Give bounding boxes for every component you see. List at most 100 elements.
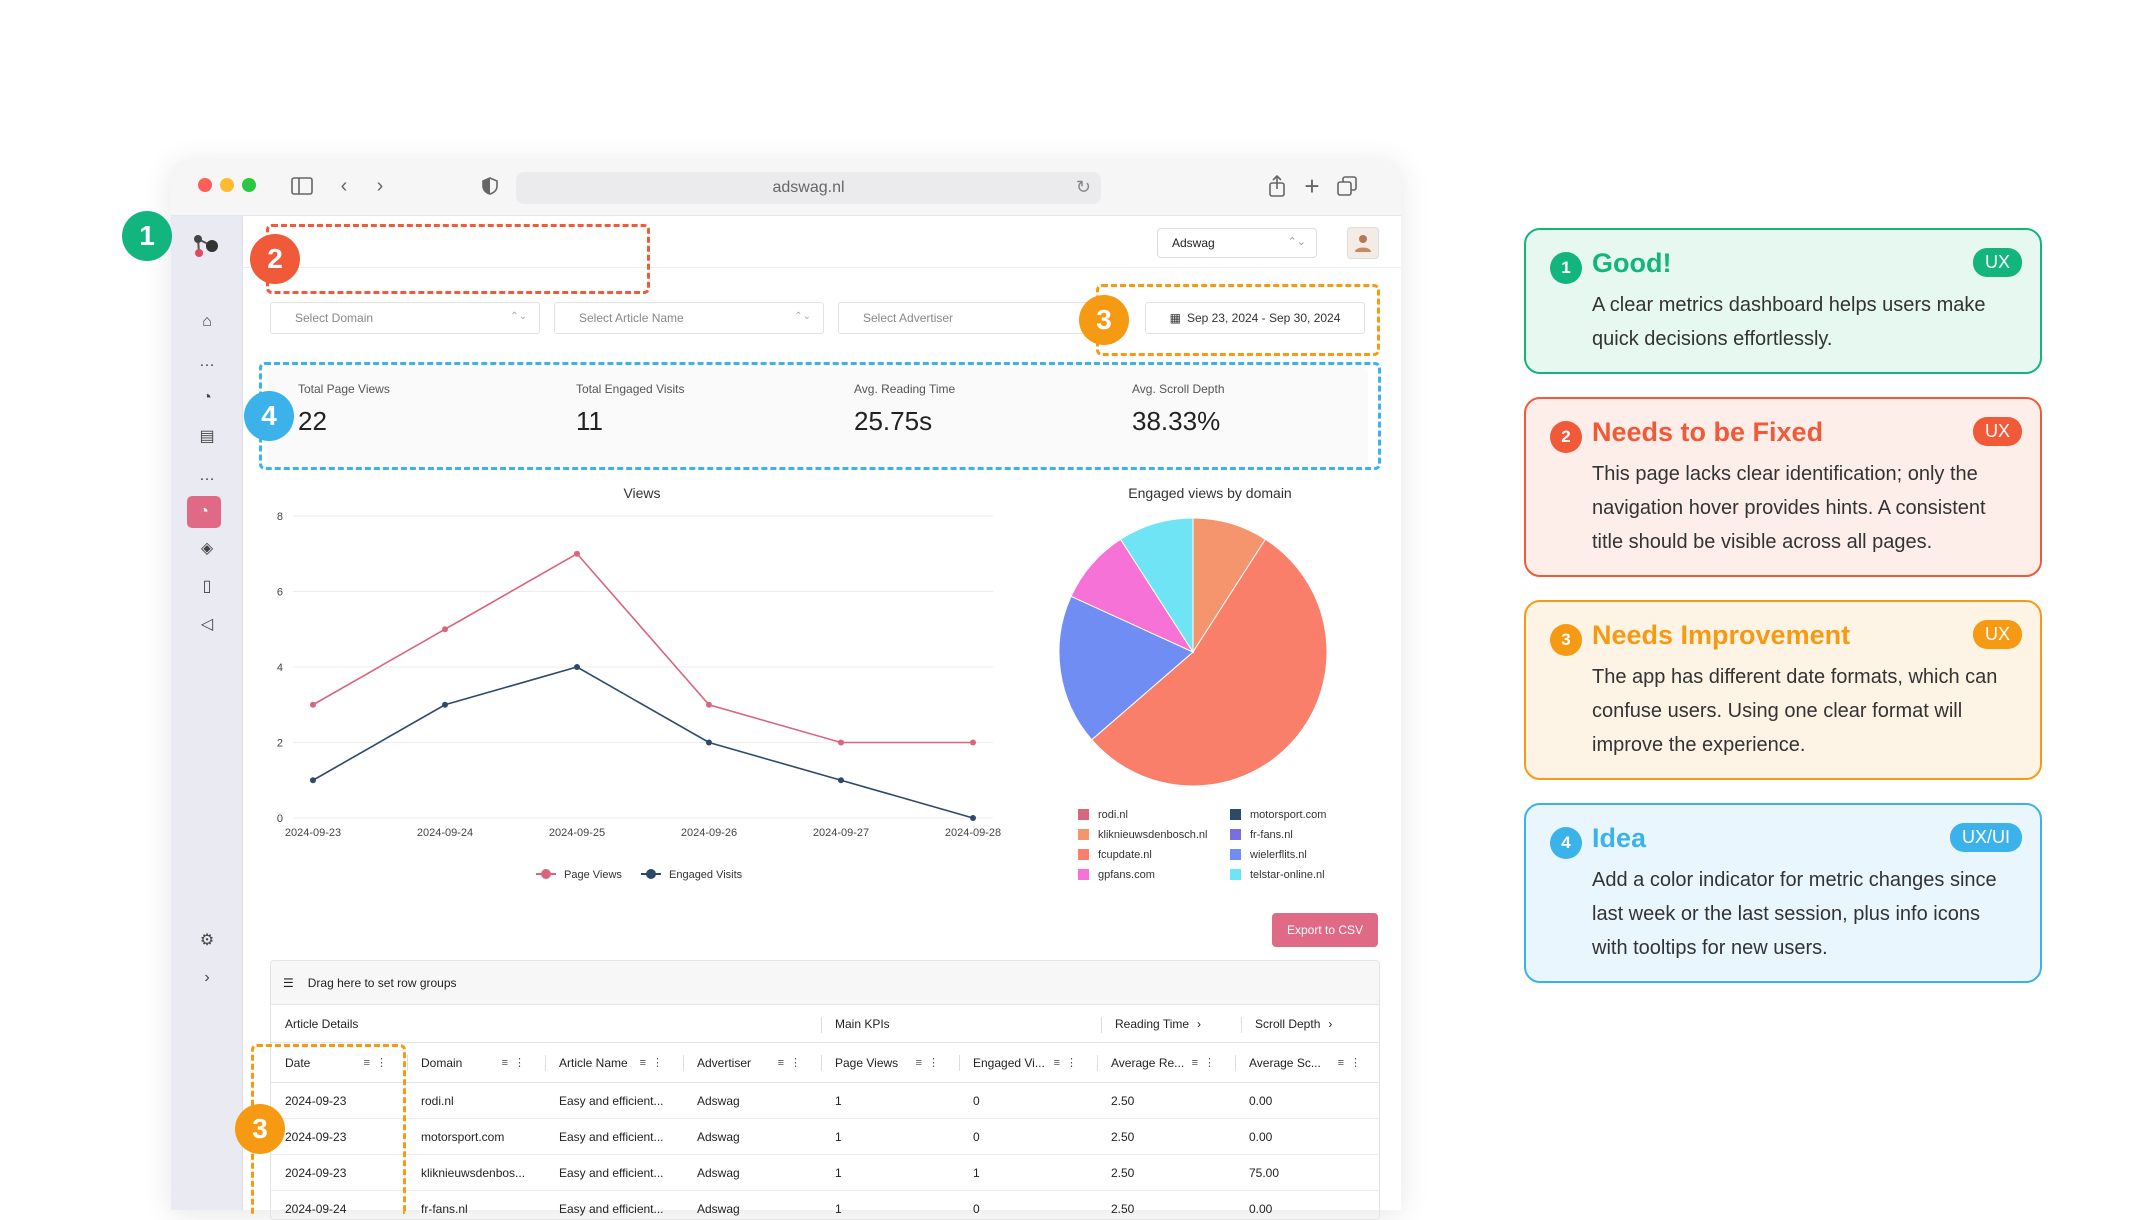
table-cell: 75.00	[1249, 1165, 1280, 1180]
card-number: 4	[1550, 827, 1582, 859]
x-tick-label: 2024-09-25	[549, 827, 605, 839]
column-header[interactable]: Average Re... ≡⋮	[1097, 1043, 1235, 1082]
legend-label: fcupdate.nl	[1098, 849, 1152, 861]
legend-swatch	[1078, 869, 1089, 880]
column-header[interactable]: Advertiser ≡⋮	[683, 1043, 821, 1082]
table-row[interactable]: 2024-09-24 fr-fans.nl Easy and efficient..…	[271, 1191, 1379, 1219]
filter-menu-icon[interactable]: ≡⋮	[501, 1057, 531, 1069]
card-title: Good!	[1592, 248, 1672, 278]
card-number: 1	[1550, 252, 1582, 284]
table-cell: Easy and efficient...	[559, 1165, 664, 1180]
home-icon[interactable]: ⌂	[202, 313, 212, 330]
column-header[interactable]: Article Name ≡⋮	[545, 1043, 683, 1082]
column-divider	[821, 1017, 822, 1033]
workspace-select[interactable]: Adswag ⌃⌄	[1157, 228, 1317, 258]
x-tick-label: 2024-09-27	[813, 827, 869, 839]
column-header-label: Average Sc...	[1249, 1055, 1321, 1070]
filter-menu-icon[interactable]: ≡⋮	[1053, 1057, 1083, 1069]
table-cell: 2024-09-23	[285, 1129, 347, 1144]
engaged-views-pie-chart: Engaged views by domain rodi.nl motorsport…	[1058, 485, 1328, 881]
filter-menu-icon[interactable]: ≡⋮	[1191, 1057, 1221, 1069]
column-header[interactable]: Page Views ≡⋮	[821, 1043, 959, 1082]
back-icon[interactable]: ‹	[340, 174, 348, 197]
table-cell: 2024-09-23	[285, 1165, 347, 1180]
dashboard-nav-icon[interactable]: ◔	[187, 496, 221, 528]
data-point	[970, 815, 976, 821]
sidebar-toggle-icon[interactable]	[289, 173, 315, 199]
analytics-icon[interactable]: ◔	[202, 389, 212, 406]
group-header-reading-time[interactable]: Reading Time ›	[1101, 1005, 1241, 1042]
filter-menu-icon[interactable]: ≡⋮	[639, 1057, 669, 1069]
series-line	[312, 666, 974, 819]
data-point	[838, 739, 844, 746]
minimize-window-button[interactable]	[220, 178, 234, 192]
column-divider	[821, 1055, 822, 1071]
date-range-picker[interactable]: ▦ Sep 23, 2024 - Sep 30, 2024	[1145, 302, 1365, 334]
domain-select[interactable]: Select Domain ⌃⌄	[270, 302, 540, 334]
column-divider	[1241, 1017, 1242, 1033]
inbox-icon[interactable]: ▤	[199, 428, 215, 445]
document-icon[interactable]: ▯	[202, 578, 212, 595]
marker-2-badge: 2	[250, 234, 300, 284]
table-cell: kliknieuwsdenbos...	[421, 1165, 526, 1180]
avatar[interactable]	[1347, 227, 1379, 259]
filter-menu-icon[interactable]: ≡⋮	[915, 1057, 945, 1069]
new-tab-icon[interactable]: +	[1304, 170, 1320, 201]
megaphone-icon[interactable]: ◁	[200, 616, 214, 633]
app-logo-icon[interactable]	[189, 230, 221, 262]
table-cell: 1	[835, 1165, 842, 1180]
settings-gear-icon[interactable]: ⚙	[199, 932, 215, 949]
data-point	[310, 701, 316, 708]
close-window-button[interactable]	[198, 178, 212, 192]
table-cell: rodi.nl	[421, 1093, 454, 1108]
card-body: Add a color indicator for metric changes…	[1592, 869, 1997, 959]
column-header[interactable]: Engaged Vi... ≡⋮	[959, 1043, 1097, 1082]
export-csv-button[interactable]: Export to CSV	[1272, 913, 1378, 947]
table-cell: Easy and efficient...	[559, 1129, 664, 1144]
shield-icon[interactable]	[477, 173, 503, 199]
more-icon-2[interactable]: …	[199, 467, 215, 484]
table-cell: Adswag	[697, 1093, 740, 1108]
top-bar: Adswag ⌃⌄	[243, 216, 1401, 268]
layers-icon[interactable]: ◈	[200, 540, 214, 557]
tabs-overview-icon[interactable]	[1334, 173, 1360, 199]
address-bar[interactable]: adswag.nl ↻	[516, 172, 1101, 204]
url-text: adswag.nl	[772, 179, 845, 196]
row-group-dropzone[interactable]: ☰ Drag here to set row groups	[271, 961, 1379, 1005]
select-caret-icon: ⌃⌄	[794, 311, 811, 322]
column-divider	[959, 1055, 960, 1071]
y-tick-label: 0	[277, 813, 283, 825]
y-tick-label: 6	[277, 587, 283, 599]
table-row[interactable]: 2024-09-23 motorsport.com Easy and efficie…	[271, 1119, 1379, 1155]
column-divider	[545, 1055, 546, 1071]
filter-menu-icon[interactable]: ≡⋮	[1337, 1057, 1367, 1069]
legend-swatch	[1230, 829, 1241, 840]
table-cell: Adswag	[697, 1129, 740, 1144]
table-cell: 2.50	[1111, 1129, 1135, 1144]
group-header-scroll-depth[interactable]: Scroll Depth ›	[1241, 1005, 1379, 1042]
filter-menu-icon[interactable]: ≡⋮	[777, 1057, 807, 1069]
reload-icon[interactable]: ↻	[1075, 177, 1091, 197]
card-needs-fix: 2 Needs to be Fixed UX This page lacks c…	[1524, 397, 2042, 577]
date-range-value: Sep 23, 2024 - Sep 30, 2024	[1186, 311, 1341, 325]
data-point	[838, 777, 844, 784]
forward-icon[interactable]: ›	[376, 174, 384, 197]
card-number: 2	[1550, 421, 1582, 453]
column-header[interactable]: Domain ≡⋮	[407, 1043, 545, 1082]
share-icon[interactable]	[1264, 173, 1290, 199]
article-select[interactable]: Select Article Name ⌃⌄	[554, 302, 824, 334]
filter-menu-icon[interactable]: ≡⋮	[363, 1057, 393, 1069]
column-header[interactable]: Average Sc... ≡⋮	[1235, 1043, 1379, 1082]
column-header[interactable]: Date ≡⋮	[271, 1043, 407, 1082]
more-icon[interactable]: …	[199, 353, 215, 370]
legend-label: motorsport.com	[1250, 809, 1326, 821]
expand-sidebar-icon[interactable]: ›	[204, 969, 210, 986]
maximize-window-button[interactable]	[242, 178, 256, 192]
advertiser-select[interactable]: Select Advertiser ⌃⌄	[838, 302, 1108, 334]
pie-slice	[1119, 517, 1194, 654]
table-row[interactable]: 2024-09-23 kliknieuwsdenbos... Easy and ef…	[271, 1155, 1379, 1191]
table-cell: 1	[835, 1093, 842, 1108]
table-row[interactable]: 2024-09-23 rodi.nl Easy and efficient... Ad…	[271, 1083, 1379, 1119]
legend-label: telstar-online.nl	[1250, 869, 1325, 881]
marker-4-badge: 4	[244, 391, 294, 441]
